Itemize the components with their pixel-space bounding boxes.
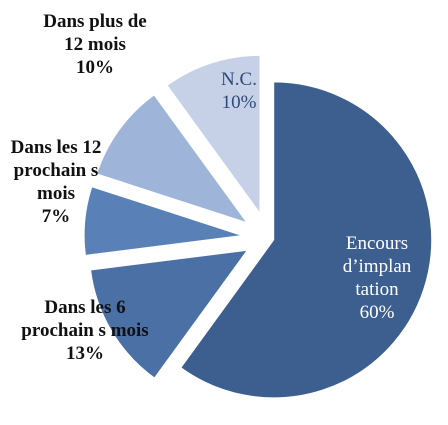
category-label: N.C.: [221, 69, 257, 90]
pie-slice: [96, 94, 249, 224]
pie-slice: [90, 249, 249, 379]
slice-label: Encours d’implan tation 60%: [322, 232, 432, 324]
value-label: 13%: [66, 343, 104, 364]
pie-slice: [180, 81, 433, 399]
value-label: 10%: [76, 57, 114, 78]
value-label: 60%: [359, 302, 395, 323]
slice-label: Dans les 12 prochain s mois 7%: [6, 136, 106, 228]
pie-slice: [83, 186, 243, 256]
slice-label: Dans les 6 prochain s mois 13%: [20, 296, 150, 365]
category-label: Dans les 6 prochain s mois: [21, 297, 149, 341]
category-label: Dans plus de 12 mois: [43, 11, 147, 55]
slice-label: N.C. 10%: [204, 68, 274, 114]
category-label: Encours d’implan tation: [342, 233, 412, 300]
value-label: 10%: [221, 92, 257, 113]
pie-slice: [166, 54, 261, 215]
value-label: 7%: [41, 206, 71, 227]
category-label: Dans les 12 prochain s mois: [10, 137, 102, 204]
slice-label: Dans plus de 12 mois 10%: [40, 10, 150, 79]
